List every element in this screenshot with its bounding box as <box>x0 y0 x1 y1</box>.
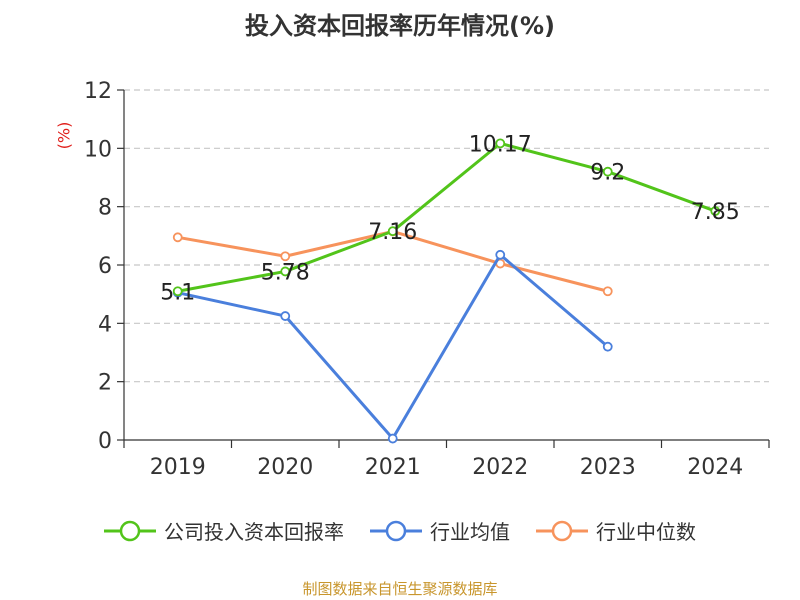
legend-item[interactable]: 行业均值 <box>370 516 510 545</box>
y-tick-label: 0 <box>98 429 112 454</box>
data-label: 5.78 <box>261 260 310 285</box>
data-point <box>495 138 506 149</box>
legend-marker <box>536 520 588 541</box>
data-source-note: 制图数据来自恒生聚源数据库 <box>302 580 498 598</box>
y-tick-label: 4 <box>98 312 112 337</box>
y-tick-label: 6 <box>98 254 112 279</box>
data-point <box>602 286 613 297</box>
data-point <box>387 433 398 444</box>
series-line <box>177 141 716 293</box>
x-tick-label: 2023 <box>580 455 636 480</box>
y-tick-label: 2 <box>98 371 112 396</box>
data-point <box>280 311 291 321</box>
series-line <box>177 253 609 441</box>
legend-marker <box>370 520 422 541</box>
chart-legend[interactable]: 公司投入资本回报率 行业均值 行业中位数 <box>0 516 800 545</box>
data-point <box>280 251 291 262</box>
legend-marker <box>104 520 156 541</box>
x-tick-label: 2019 <box>150 455 206 480</box>
data-point <box>602 166 613 177</box>
data-point <box>602 341 613 352</box>
data-point <box>495 249 506 260</box>
x-tick-label: 2021 <box>365 455 421 480</box>
data-label: 7.85 <box>691 200 740 225</box>
y-tick-label: 10 <box>84 137 112 162</box>
data-label: 10.17 <box>469 132 532 157</box>
x-tick-label: 2022 <box>472 455 528 480</box>
legend-label: 行业中位数 <box>596 520 696 544</box>
data-label: 7.16 <box>368 220 417 245</box>
legend-item[interactable]: 公司投入资本回报率 <box>104 516 344 545</box>
y-tick-label: 8 <box>98 196 112 221</box>
data-point <box>172 232 183 243</box>
chart-title: 投入资本回报率历年情况(%) <box>245 12 555 40</box>
x-tick-label: 2020 <box>257 455 313 480</box>
y-tick-label: 12 <box>84 79 112 104</box>
legend-label: 行业均值 <box>430 520 510 544</box>
data-point <box>172 286 183 297</box>
data-label: 9.2 <box>590 161 625 186</box>
legend-item[interactable]: 行业中位数 <box>536 516 696 545</box>
legend-label: 公司投入资本回报率 <box>164 520 344 544</box>
data-label: 5.1 <box>160 280 195 305</box>
x-tick-label: 2024 <box>687 455 743 480</box>
data-point <box>710 206 721 216</box>
data-point <box>387 226 398 237</box>
data-point <box>280 266 291 277</box>
